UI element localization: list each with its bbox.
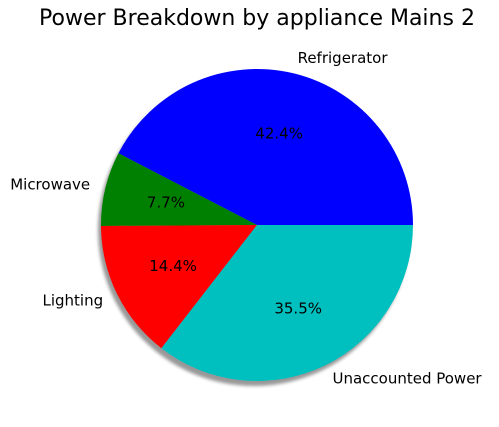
- pie-labels: Refrigerator 42.4% Microwave 7.7% Lighting 14…: [10, 49, 482, 388]
- pie-slice-lighting: [101, 225, 257, 349]
- slice-label-lighting: Lighting: [42, 291, 103, 309]
- slice-label-microwave: Microwave: [10, 175, 90, 193]
- pie-slices: [101, 69, 413, 382]
- slice-percent-lighting: 14.4%: [149, 257, 197, 275]
- slice-percent-microwave: 7.7%: [147, 194, 185, 212]
- pie-slice-unaccounted-power: [161, 225, 413, 382]
- slice-label-unaccounted-power: Unaccounted Power: [332, 370, 482, 388]
- pie-slice-refrigerator: [118, 69, 413, 225]
- pie-slice-microwave: [101, 153, 258, 226]
- slice-percent-unaccounted-power: 35.5%: [274, 300, 322, 318]
- slice-label-refrigerator: Refrigerator: [298, 49, 389, 67]
- chart-title: Power Breakdown by appliance Mains 2: [39, 6, 475, 31]
- slice-percent-refrigerator: 42.4%: [255, 125, 303, 143]
